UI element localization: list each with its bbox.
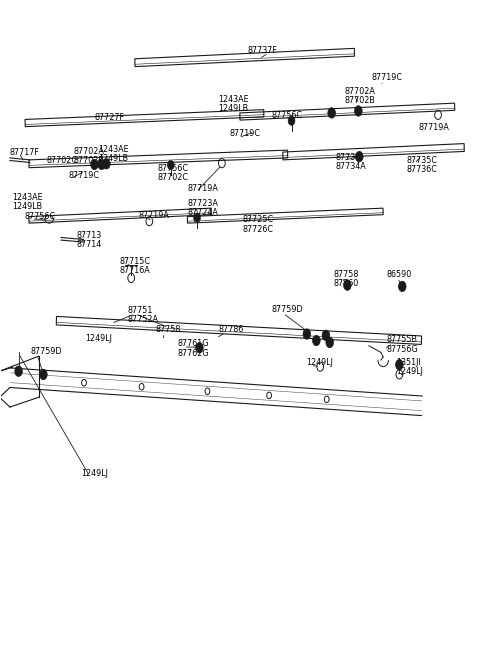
Text: 87756G: 87756G: [387, 345, 419, 354]
Text: 87755B: 87755B: [387, 335, 418, 345]
Text: 87786: 87786: [218, 325, 244, 334]
Text: 87759D: 87759D: [31, 347, 62, 356]
Text: 87714: 87714: [77, 240, 102, 250]
Circle shape: [326, 337, 334, 348]
Text: 87756C: 87756C: [158, 164, 189, 173]
Circle shape: [398, 281, 406, 291]
Text: 87762G: 87762G: [177, 348, 209, 358]
Circle shape: [168, 160, 174, 170]
Text: 1243AE: 1243AE: [12, 193, 43, 202]
Circle shape: [328, 107, 336, 118]
Text: 87758: 87758: [155, 325, 180, 334]
Circle shape: [355, 105, 362, 116]
Text: 87702B: 87702B: [345, 96, 376, 105]
Circle shape: [39, 369, 47, 380]
Text: 87760: 87760: [333, 280, 358, 288]
Circle shape: [103, 159, 110, 169]
Text: 87727F: 87727F: [95, 113, 124, 122]
Circle shape: [196, 343, 203, 353]
Text: 87756C: 87756C: [271, 111, 302, 120]
Text: 87719A: 87719A: [139, 211, 170, 220]
Circle shape: [312, 335, 320, 346]
Text: 87719C: 87719C: [229, 129, 261, 138]
Circle shape: [303, 329, 311, 339]
Text: 87702A: 87702A: [345, 87, 376, 96]
Text: 87702A: 87702A: [74, 147, 105, 156]
Text: 87734A: 87734A: [336, 162, 366, 171]
Text: 1249LJ: 1249LJ: [82, 468, 108, 477]
Circle shape: [344, 280, 351, 290]
Text: 1243AE: 1243AE: [98, 145, 129, 154]
Text: 87735C: 87735C: [406, 156, 437, 165]
Text: 87702B: 87702B: [74, 156, 105, 165]
Text: 1249LJ: 1249LJ: [85, 334, 112, 343]
Text: 87761G: 87761G: [177, 339, 208, 348]
Circle shape: [396, 360, 403, 370]
Circle shape: [322, 330, 330, 341]
Text: 87702C: 87702C: [158, 173, 189, 182]
Text: 87719A: 87719A: [419, 123, 450, 132]
Circle shape: [356, 151, 363, 162]
Circle shape: [91, 159, 98, 170]
Text: 1249LB: 1249LB: [218, 104, 249, 113]
Text: 87737F: 87737F: [247, 46, 277, 55]
Text: 1351JI: 1351JI: [396, 358, 421, 367]
Text: 87725C: 87725C: [242, 215, 274, 225]
Text: 87752A: 87752A: [128, 315, 159, 324]
Text: 87758: 87758: [333, 271, 359, 279]
Text: 1249LJ: 1249LJ: [306, 358, 333, 367]
Circle shape: [194, 214, 200, 223]
Text: 86590: 86590: [387, 271, 412, 279]
Text: 87724A: 87724A: [188, 208, 218, 217]
Text: 1249LJ: 1249LJ: [396, 367, 423, 376]
Text: 87723A: 87723A: [188, 199, 218, 208]
Text: 87726C: 87726C: [242, 225, 274, 234]
Circle shape: [98, 159, 106, 170]
Text: 1249LB: 1249LB: [12, 202, 42, 211]
Text: 87733: 87733: [336, 153, 360, 162]
Text: 87719A: 87719A: [188, 184, 218, 193]
Text: 87713: 87713: [77, 231, 102, 240]
Text: 87715C: 87715C: [120, 257, 151, 266]
Text: 87716A: 87716A: [120, 267, 151, 275]
Text: 1249LB: 1249LB: [98, 154, 128, 163]
Text: 87719C: 87719C: [371, 73, 402, 83]
Circle shape: [15, 366, 23, 377]
Circle shape: [288, 116, 295, 125]
Text: 87751: 87751: [128, 306, 153, 315]
Text: 1243AE: 1243AE: [218, 95, 249, 103]
Text: 87717F: 87717F: [10, 147, 40, 157]
Text: 87736C: 87736C: [406, 165, 437, 174]
Text: 87756C: 87756C: [24, 212, 55, 221]
Text: 87702C: 87702C: [47, 156, 78, 165]
Text: 87719C: 87719C: [68, 171, 99, 180]
Text: 87759D: 87759D: [271, 305, 303, 314]
